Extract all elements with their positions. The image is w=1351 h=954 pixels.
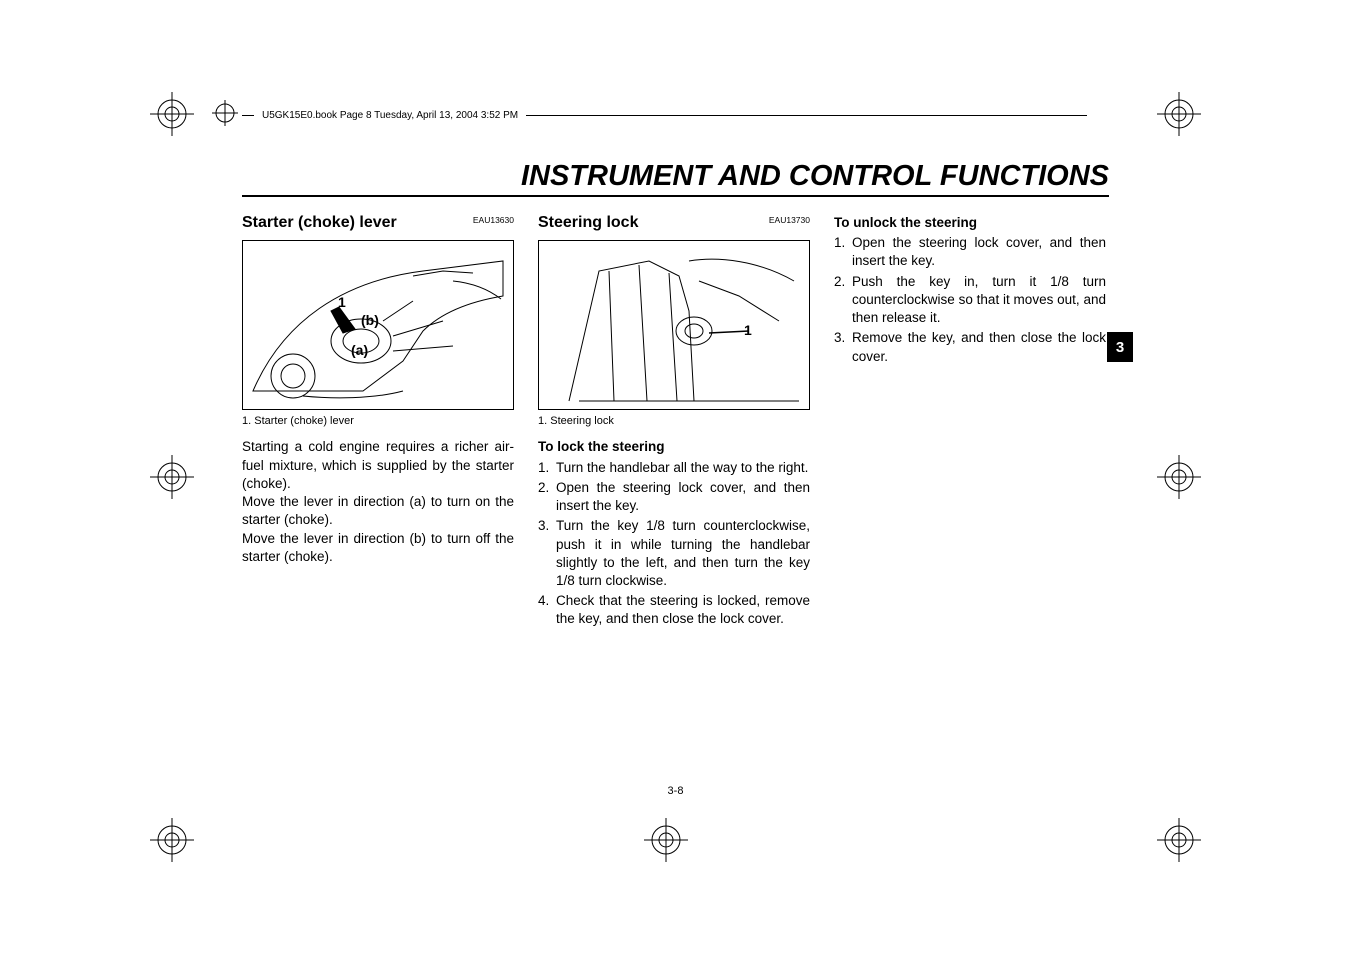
lock-step-2: 2.Open the steering lock cover, and then… <box>556 479 810 515</box>
unlock-steps: 1.Open the steering lock cover, and then… <box>834 234 1106 366</box>
crop-target-ml <box>150 455 194 499</box>
unlock-step-2: 2.Push the key in, turn it 1/8 turn coun… <box>852 273 1106 328</box>
subhead-unlock: To unlock the steering <box>834 214 1106 232</box>
section-title: INSTRUMENT AND CONTROL FUNCTIONS <box>521 160 1109 193</box>
title-rule <box>242 195 1109 197</box>
fig2-label-1: 1 <box>744 321 752 340</box>
crop-target-bm <box>644 818 688 862</box>
column-1: EAU13630 Starter (choke) lever 1 (b) <box>242 212 514 631</box>
ref-code-2: EAU13730 <box>769 215 810 226</box>
col1-para1: Starting a cold engine requires a richer… <box>242 438 514 493</box>
unlock-step-3: 3.Remove the key, and then close the loc… <box>852 329 1106 365</box>
lock-steps: 1.Turn the handlebar all the way to the … <box>538 459 810 629</box>
figure2-caption: 1. Steering lock <box>538 414 810 429</box>
figure-starter-choke: 1 (b) (a) <box>242 240 514 410</box>
crop-target-bl <box>150 818 194 862</box>
fig1-label-b: (b) <box>361 311 379 330</box>
figure-steering-lock: 1 <box>538 240 810 410</box>
lock-step-3: 3.Turn the key 1/8 turn counterclockwise… <box>556 517 810 590</box>
column-3: To unlock the steering 1.Open the steeri… <box>834 212 1106 631</box>
page-header: U5GK15E0.book Page 8 Tuesday, April 13, … <box>242 110 1087 121</box>
column-2: EAU13730 Steering lock 1 1. Steering loc… <box>538 212 810 631</box>
col1-para3: Move the lever in direction (b) to turn … <box>242 530 514 566</box>
unlock-step-1: 1.Open the steering lock cover, and then… <box>852 234 1106 270</box>
col1-para2: Move the lever in direction (a) to turn … <box>242 493 514 529</box>
ref-code-1: EAU13630 <box>473 215 514 226</box>
page-number: 3-8 <box>0 785 1351 797</box>
crop-target-br <box>1157 818 1201 862</box>
lock-step-1: 1.Turn the handlebar all the way to the … <box>556 459 810 477</box>
subhead-lock: To lock the steering <box>538 438 810 456</box>
crop-target-mr <box>1157 455 1201 499</box>
crop-target-tl <box>150 92 194 136</box>
chapter-tab: 3 <box>1107 332 1133 362</box>
figure1-caption: 1. Starter (choke) lever <box>242 414 514 429</box>
fig1-label-a: (a) <box>351 341 368 360</box>
lock-step-4: 4.Check that the steering is locked, rem… <box>556 592 810 628</box>
body-columns: EAU13630 Starter (choke) lever 1 (b) <box>242 212 1106 631</box>
crop-target-tr <box>1157 92 1201 136</box>
book-tag: U5GK15E0.book Page 8 Tuesday, April 13, … <box>262 110 518 121</box>
header-crop-icon <box>212 100 238 131</box>
fig1-label-1: 1 <box>338 293 346 312</box>
